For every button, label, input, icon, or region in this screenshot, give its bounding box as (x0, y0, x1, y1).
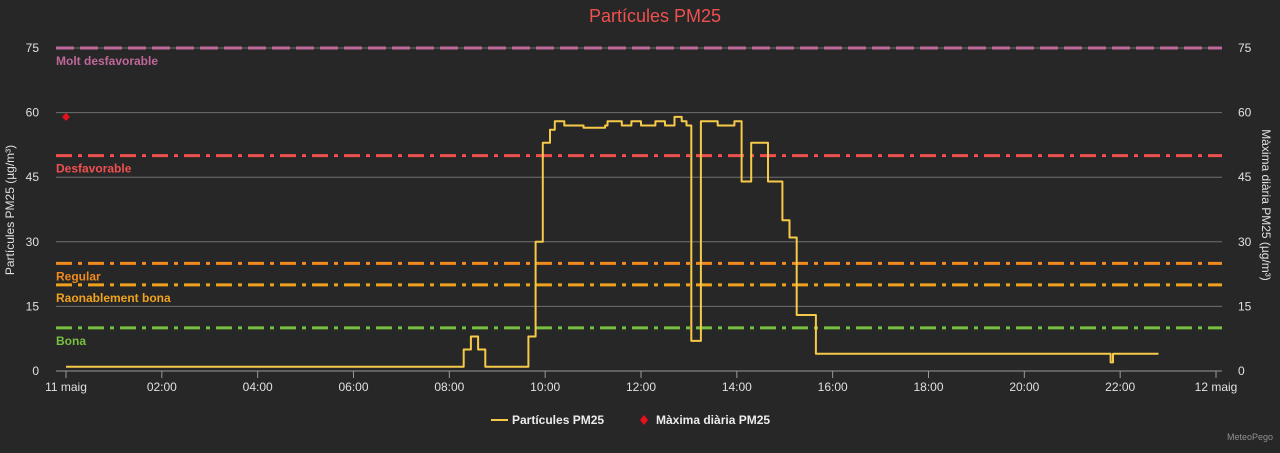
y-right-tick-label: 45 (1238, 170, 1252, 184)
axes-layer: 0 15 30 45 60 75 0 15 30 45 60 75 11 maig 02:00 04:00 0… (26, 41, 1252, 394)
x-tick-label: 20:00 (1009, 380, 1039, 394)
threshold-layer: Molt desfavorable Desfavorable Regular Raon… (56, 46, 1222, 348)
x-tick-label: 12 maig (1195, 380, 1238, 394)
pm25-series-line (66, 115, 1159, 368)
threshold-label-4: Bona (56, 334, 86, 348)
y-right-tick-label: 60 (1238, 106, 1252, 120)
credits-text[interactable]: MeteoPego (1227, 432, 1273, 442)
chart-title: Partícules PM25 (589, 6, 721, 26)
legend-item-daily-max[interactable]: Màxima diària PM25 (640, 413, 770, 427)
x-tick-label: 12:00 (626, 380, 656, 394)
y-left-tick-label: 0 (32, 364, 39, 378)
y-right-tick-label: 75 (1238, 41, 1252, 55)
threshold-label-2: Regular (56, 269, 101, 283)
y-left-tick-label: 45 (26, 170, 40, 184)
y-left-tick-label: 30 (26, 235, 40, 249)
x-tick-label: 02:00 (147, 380, 177, 394)
y-left-tick-label: 15 (26, 299, 40, 313)
y-left-tick-label: 60 (26, 106, 40, 120)
x-tick-label: 10:00 (530, 380, 560, 394)
series-layer (62, 112, 1159, 368)
daily-max-marker (62, 112, 70, 121)
threshold-label-3: Raonablement bona (56, 291, 171, 305)
x-tick-label: 06:00 (338, 380, 368, 394)
y-axis-right-title: Màxima diària PM25 (µg/m³) (1259, 129, 1273, 281)
x-tick-label: 08:00 (434, 380, 464, 394)
x-tick-label: 11 maig (45, 380, 87, 394)
legend-diamond-icon (640, 415, 648, 425)
y-axis-left-title: Partícules PM25 (µg/m³) (3, 145, 17, 275)
x-tick-label: 18:00 (913, 380, 943, 394)
legend[interactable]: Partícules PM25 Màxima diària PM25 (491, 413, 770, 427)
legend-label-pm25: Partícules PM25 (512, 413, 604, 427)
x-tick-label: 14:00 (722, 380, 752, 394)
legend-label-daily-max: Màxima diària PM25 (656, 413, 770, 427)
grid-layer (56, 47, 1222, 307)
y-left-tick-label: 75 (26, 41, 40, 55)
legend-item-pm25[interactable]: Partícules PM25 (491, 413, 604, 427)
x-tick-label: 16:00 (818, 380, 848, 394)
x-tick-label: 22:00 (1105, 380, 1135, 394)
threshold-label-1: Desfavorable (56, 162, 132, 176)
y-right-tick-label: 30 (1238, 235, 1252, 249)
y-right-tick-label: 0 (1238, 364, 1245, 378)
y-right-tick-label: 15 (1238, 299, 1252, 313)
threshold-label-0: Molt desfavorable (56, 54, 158, 68)
x-tick-label: 04:00 (243, 380, 273, 394)
